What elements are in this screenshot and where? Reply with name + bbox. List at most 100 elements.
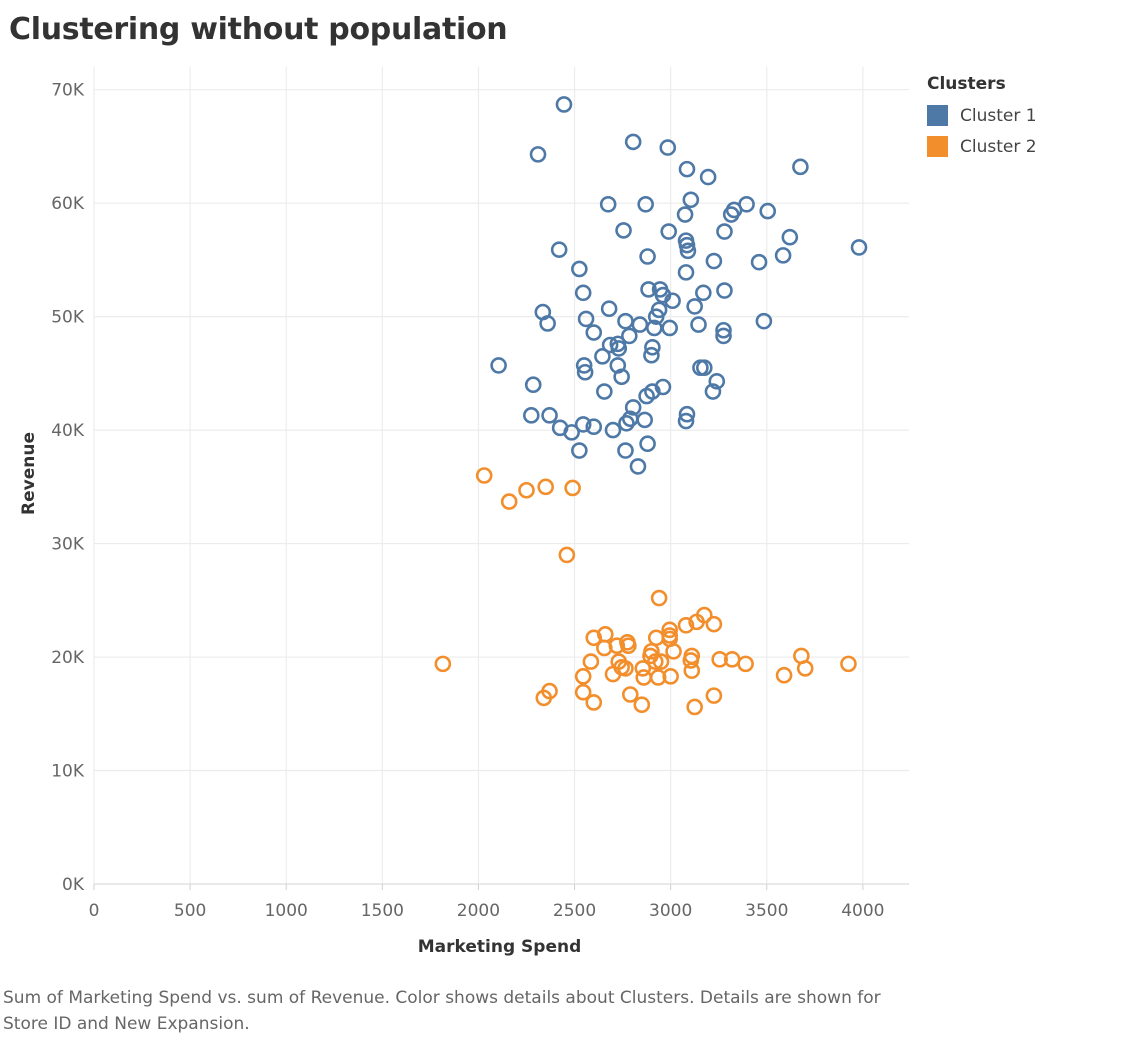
data-point[interactable]	[618, 415, 635, 432]
data-point[interactable]	[705, 687, 723, 704]
data-point[interactable]	[636, 411, 654, 429]
data-point[interactable]	[715, 327, 732, 345]
data-point[interactable]	[522, 407, 540, 424]
data-point[interactable]	[555, 96, 573, 113]
data-point[interactable]	[677, 412, 695, 430]
data-point[interactable]	[647, 308, 665, 325]
data-point[interactable]	[577, 310, 595, 328]
data-point[interactable]	[541, 407, 558, 424]
data-point[interactable]	[679, 242, 697, 260]
legend-item-cluster-2[interactable]: Cluster 2	[927, 131, 1037, 162]
legend-item-cluster-1[interactable]: Cluster 1	[927, 100, 1037, 131]
data-point[interactable]	[620, 637, 637, 655]
data-point[interactable]	[723, 651, 741, 668]
data-point[interactable]	[500, 493, 518, 510]
data-point[interactable]	[490, 357, 507, 374]
data-point[interactable]	[699, 168, 717, 186]
data-point[interactable]	[601, 336, 619, 354]
data-point[interactable]	[704, 383, 722, 400]
data-point[interactable]	[585, 418, 603, 436]
data-point[interactable]	[574, 668, 592, 685]
data-point[interactable]	[690, 316, 707, 333]
data-point[interactable]	[621, 327, 638, 345]
data-point[interactable]	[639, 435, 656, 453]
data-point[interactable]	[659, 139, 677, 156]
data-point[interactable]	[615, 222, 632, 239]
data-point[interactable]	[665, 643, 682, 660]
data-point[interactable]	[571, 260, 588, 278]
data-point[interactable]	[574, 683, 592, 701]
data-point[interactable]	[643, 346, 660, 364]
data-point[interactable]	[582, 653, 600, 670]
data-point[interactable]	[677, 264, 695, 281]
data-point[interactable]	[716, 223, 733, 240]
data-point[interactable]	[688, 613, 705, 631]
data-point[interactable]	[639, 248, 656, 265]
data-point[interactable]	[604, 665, 622, 683]
data-point[interactable]	[715, 321, 732, 339]
data-point[interactable]	[738, 196, 755, 213]
data-point[interactable]	[661, 319, 678, 337]
data-point[interactable]	[654, 378, 672, 396]
data-point[interactable]	[644, 338, 661, 356]
data-point[interactable]	[596, 383, 613, 400]
data-point[interactable]	[781, 228, 799, 246]
data-point[interactable]	[646, 653, 664, 670]
data-point[interactable]	[652, 653, 670, 670]
data-point[interactable]	[774, 247, 792, 264]
data-point[interactable]	[676, 206, 694, 223]
data-point[interactable]	[635, 669, 653, 686]
data-point[interactable]	[637, 196, 654, 213]
data-point[interactable]	[649, 669, 667, 686]
data-point[interactable]	[624, 399, 642, 416]
data-point[interactable]	[792, 158, 809, 176]
data-point[interactable]	[755, 312, 773, 330]
data-point[interactable]	[600, 300, 618, 317]
data-point[interactable]	[594, 348, 611, 365]
data-point[interactable]	[682, 191, 700, 209]
data-point[interactable]	[550, 241, 568, 258]
data-point[interactable]	[796, 660, 814, 677]
data-point[interactable]	[574, 284, 592, 302]
data-point[interactable]	[850, 239, 868, 256]
data-point[interactable]	[750, 253, 768, 271]
data-point[interactable]	[650, 589, 668, 607]
data-point[interactable]	[682, 652, 700, 669]
data-point[interactable]	[677, 616, 695, 634]
data-point[interactable]	[647, 629, 665, 647]
data-point[interactable]	[617, 442, 634, 459]
data-point[interactable]	[574, 416, 592, 433]
data-point[interactable]	[683, 662, 701, 679]
data-point[interactable]	[610, 340, 628, 357]
data-point[interactable]	[661, 621, 678, 639]
data-point[interactable]	[629, 458, 647, 475]
data-point[interactable]	[558, 546, 576, 564]
data-point[interactable]	[662, 668, 679, 685]
data-point[interactable]	[634, 660, 652, 677]
data-point[interactable]	[711, 651, 728, 668]
data-point[interactable]	[646, 319, 663, 337]
data-point[interactable]	[539, 315, 556, 332]
data-point[interactable]	[564, 479, 581, 497]
data-point[interactable]	[529, 146, 547, 163]
data-point[interactable]	[604, 421, 622, 439]
data-point[interactable]	[705, 615, 723, 633]
data-point[interactable]	[737, 655, 754, 673]
data-point[interactable]	[631, 316, 649, 333]
data-point[interactable]	[613, 368, 630, 386]
data-point[interactable]	[678, 160, 696, 178]
data-point[interactable]	[705, 252, 723, 270]
data-point[interactable]	[524, 376, 542, 394]
data-point[interactable]	[563, 424, 580, 441]
data-point[interactable]	[660, 223, 678, 240]
data-point[interactable]	[664, 292, 681, 310]
data-point[interactable]	[624, 133, 642, 151]
data-point[interactable]	[518, 481, 535, 499]
data-point[interactable]	[599, 196, 617, 213]
data-point[interactable]	[617, 312, 634, 330]
data-point[interactable]	[716, 282, 733, 299]
data-point[interactable]	[585, 694, 603, 711]
data-point[interactable]	[537, 478, 555, 496]
data-point[interactable]	[571, 442, 588, 459]
data-point[interactable]	[708, 373, 726, 390]
